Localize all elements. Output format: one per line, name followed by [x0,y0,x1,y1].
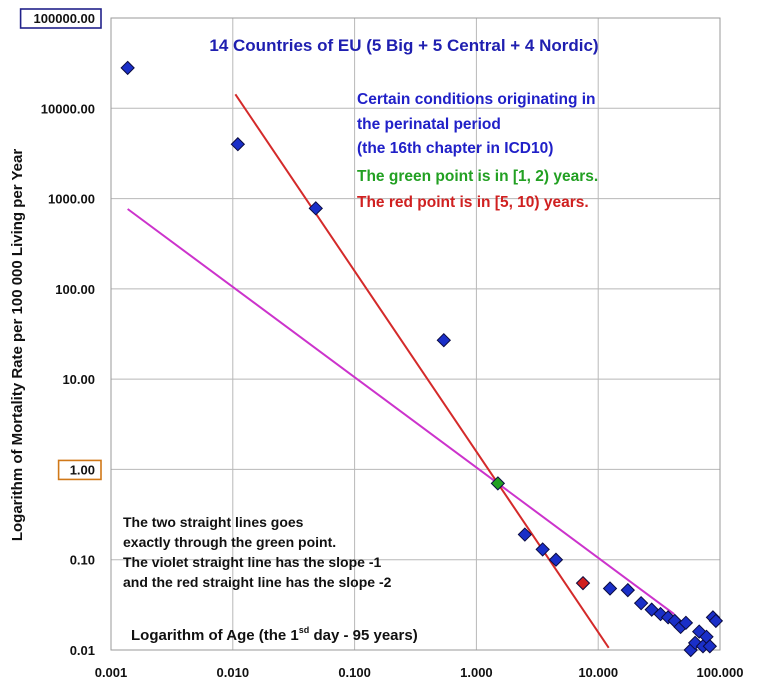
note-line: and the red straight line has the slope … [123,574,392,590]
y-tick-label: 10.00 [62,372,95,387]
data-point [633,595,649,611]
chart-title: 14 Countries of EU (5 Big + 5 Central + … [209,36,598,55]
y-tick-label: 1.00 [70,462,95,477]
data-point [120,60,135,76]
data-point [620,582,636,598]
annotation-line: Certain conditions originating in [357,91,596,108]
x-axis-label-suffix: day - 95 years) [309,627,417,644]
y-tick-label: 1000.00 [48,192,95,207]
note-line: The two straight lines goes [123,514,304,530]
data-point [308,201,323,216]
x-tick-label: 0.100 [338,665,371,680]
x-axis-label-sup: sd [299,625,310,635]
annotations: Certain conditions originating in the per… [357,91,598,211]
annotation-line: The red point is in [5, 10) years. [357,194,589,211]
data-point [602,581,618,596]
data-point [490,476,506,491]
y-tick-box [19,8,102,29]
data-point [575,575,591,591]
fit-line [234,93,610,649]
annotation-line: (the 16th chapter in ICD10) [357,140,553,157]
note-line: exactly through the green point. [123,534,336,550]
data-point [517,527,533,542]
y-tick-label: 10000.00 [41,101,95,116]
x-tick-label: 10.000 [578,665,618,680]
fit-lines [127,93,675,649]
data-point [702,639,718,654]
x-axis-label-prefix: Logarithm of Age (the 1 [131,627,299,644]
x-tick-label: 0.010 [217,665,250,680]
x-tick-label: 0.001 [95,665,128,680]
y-tick-box [57,459,102,481]
data-point [708,613,724,629]
tick-labels: 0.01 0.10 1.00 10.00 100.00 1000.00 10000.00 10… [19,8,744,680]
annotation-line: the perinatal period [357,116,501,133]
x-axis-label: Logarithm of Age (the 1sd day - 95 years… [131,625,418,644]
plot-frame [110,17,721,651]
y-tick-label: 0.10 [70,553,95,568]
annotation-line: The green point is in [1, 2) years. [357,168,598,185]
y-tick-label: 0.01 [70,643,95,658]
y-tick-label: 100000.00 [34,11,95,26]
x-tick-label: 100.000 [697,665,744,680]
y-tick-label: 100.00 [55,282,95,297]
fit-line [127,208,675,615]
data-point [230,137,246,152]
note-line: The violet straight line has the slope -… [123,554,381,570]
data-point [548,552,564,567]
data-points [120,60,724,658]
grid [110,17,721,651]
y-axis-label: Logarithm of Mortality Rate per 100 000 … [9,149,26,542]
data-point [678,615,694,631]
x-tick-label: 1.000 [460,665,493,680]
data-point [436,332,452,348]
data-point [535,542,550,557]
note-text: The two straight lines goes exactly throu… [123,514,392,590]
